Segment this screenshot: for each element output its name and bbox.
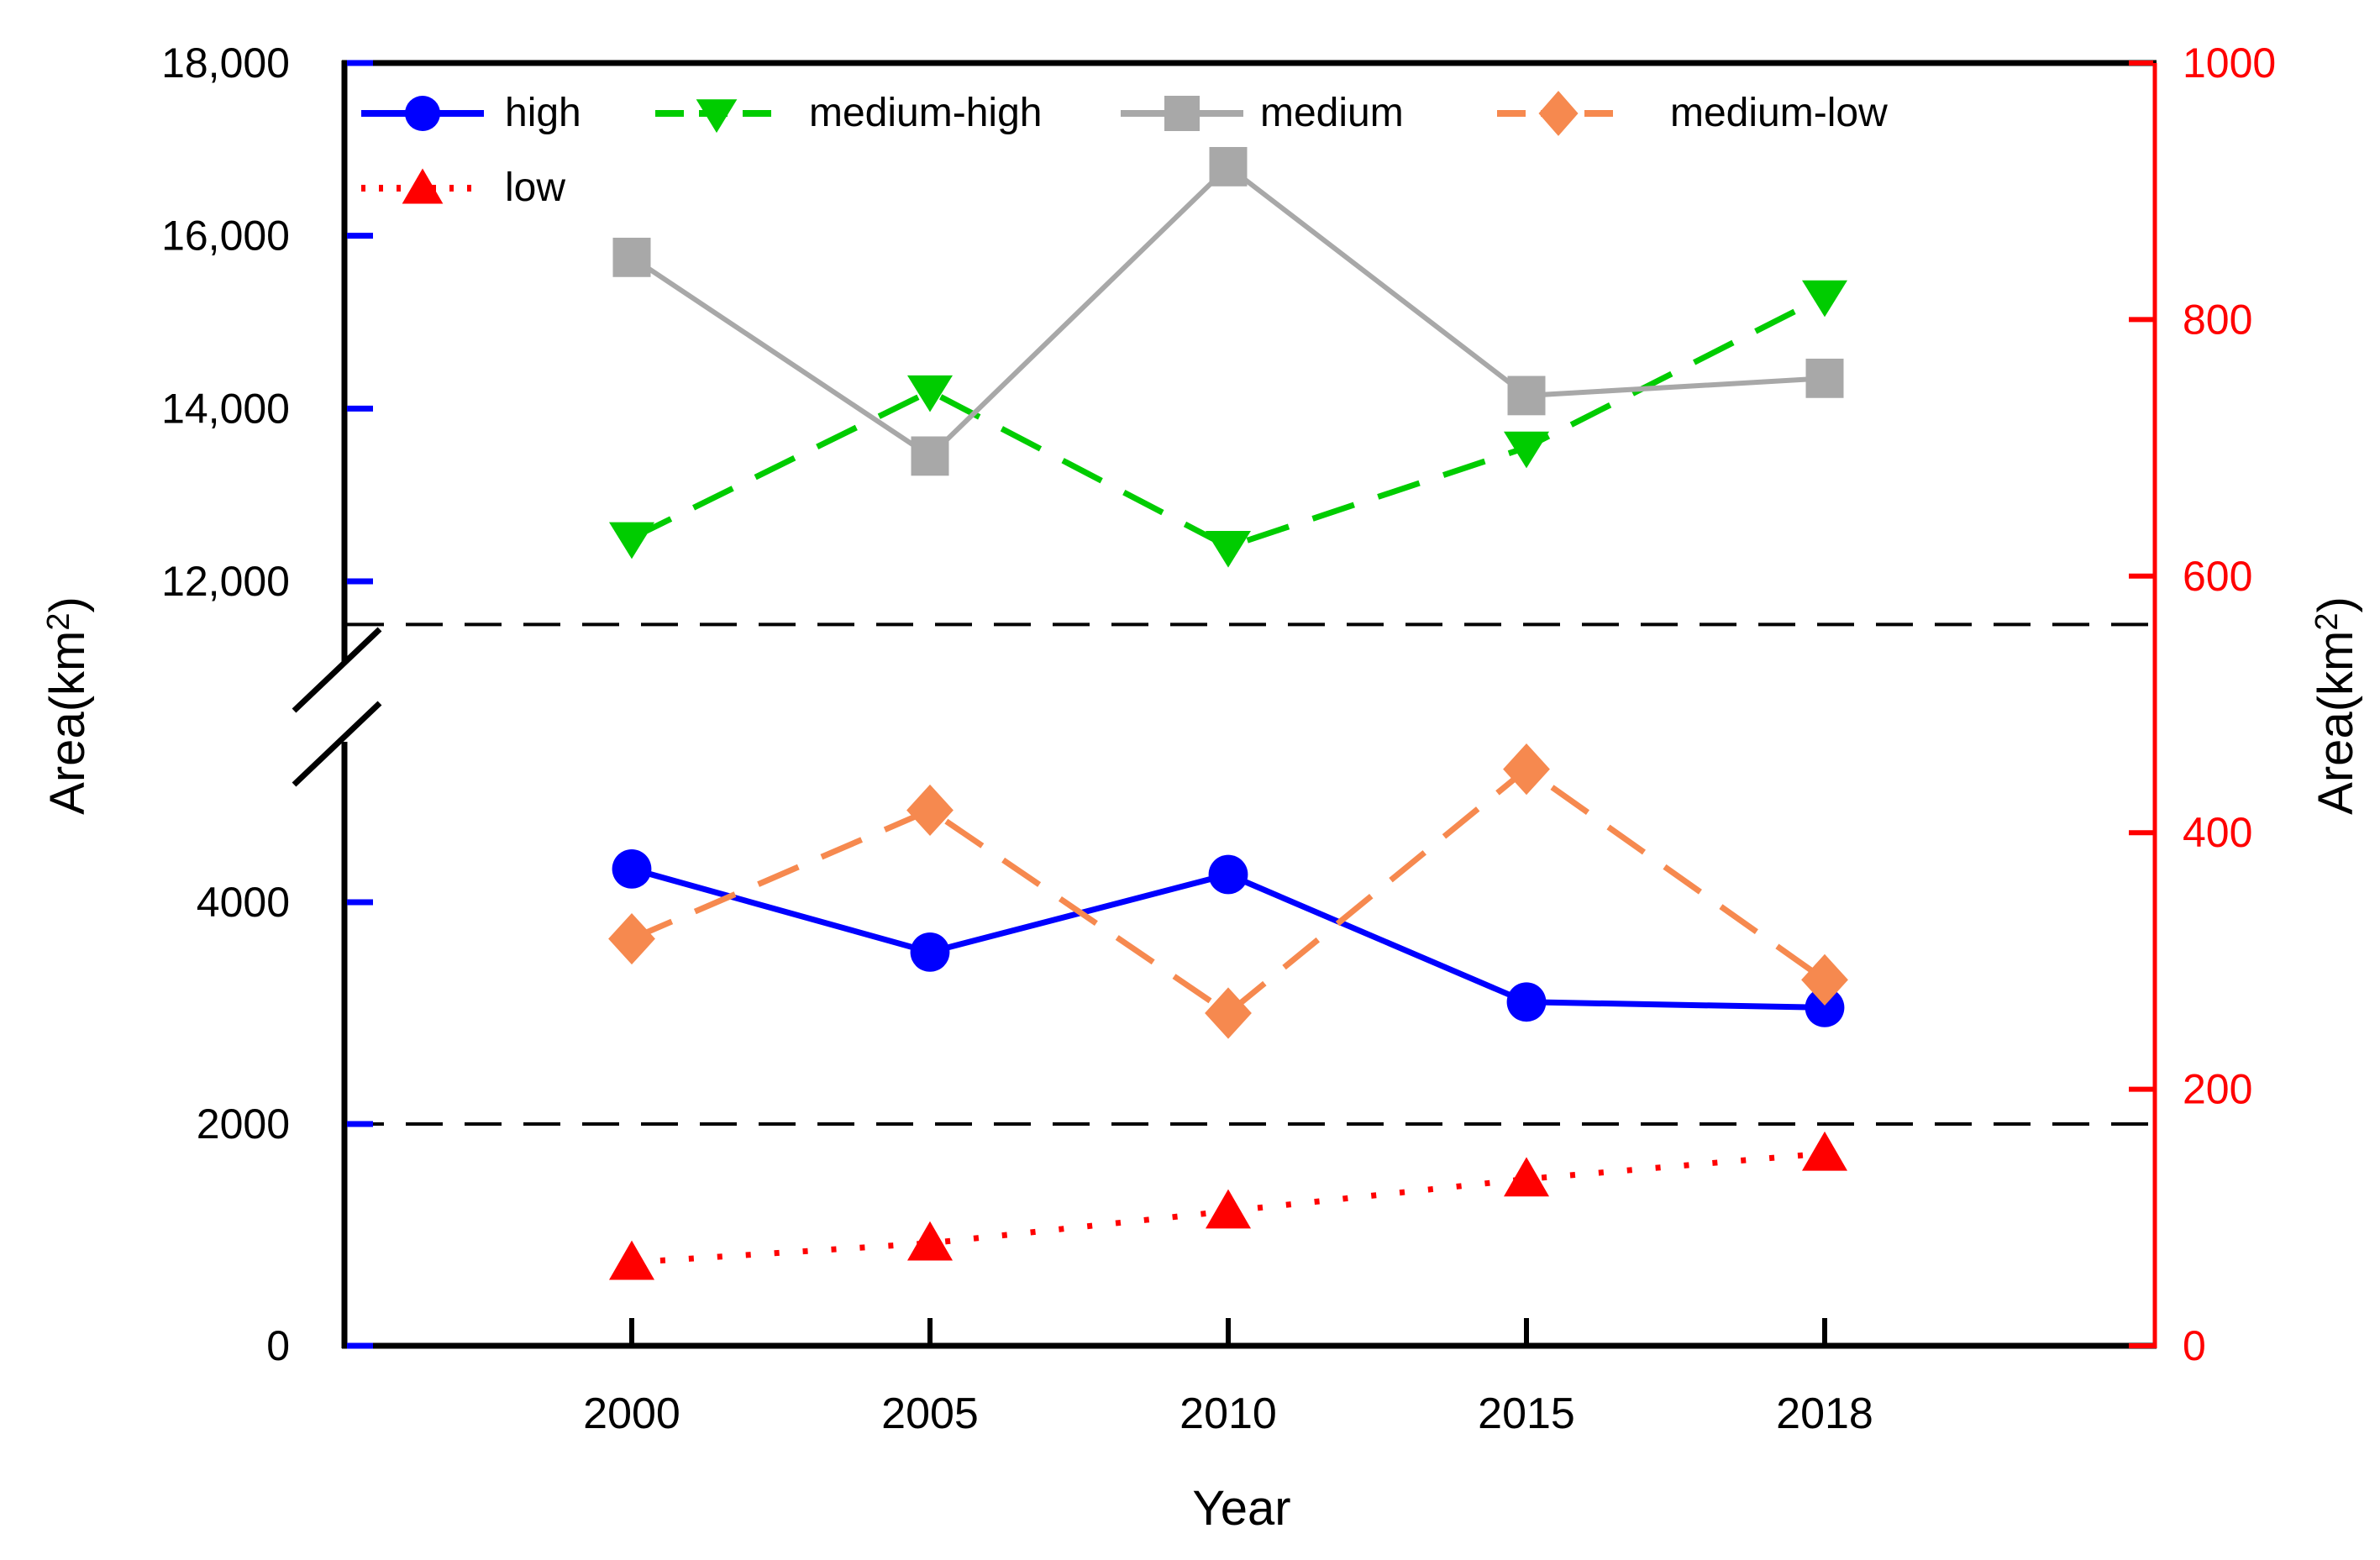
marker-diamond-icon [1205,987,1252,1039]
legend-marker-circle-icon [405,96,440,131]
marker-circle-icon [1805,988,1845,1027]
marker-triangle-down-icon [907,375,953,412]
right-axis-tick-label: 600 [2183,553,2252,600]
legend-sample-svg [361,96,484,131]
series-medium-high [609,280,1847,568]
left-axis-tick-label: 16,000 [161,213,290,260]
marker-circle-icon [910,932,950,972]
series-medium-low [608,743,1848,1039]
x-axis-title: Year [1192,1481,1290,1536]
x-axis-tick-label: 2010 [1179,1389,1277,1438]
right-axis-tick-label: 0 [2183,1322,2206,1369]
marker-triangle-down-icon [1206,530,1251,568]
marker-triangle-up-icon [1206,1189,1251,1229]
left-axis-tick-label: 14,000 [161,385,290,432]
marker-triangle-down-icon [609,522,654,559]
marker-square-icon [1209,147,1248,186]
legend-sample-medium-high [654,91,780,136]
marker-diamond-icon [1801,953,1848,1006]
marker-square-icon [911,436,949,476]
marker-diamond-icon [1503,743,1550,796]
marker-triangle-up-icon [1802,1131,1847,1171]
series-medium-low-line [630,765,1827,1017]
axis-break-slash-icon [292,701,382,787]
x-axis-tick-label: 2000 [583,1389,680,1438]
legend-label-medium: medium [1260,91,1404,135]
right-axis-tick-label: 1000 [2183,39,2276,87]
legend-marker-diamond-icon [1538,91,1579,136]
marker-triangle-down-icon [1504,431,1549,469]
left-axis-tick-label: 4000 [197,879,290,926]
legend-label-medium-low: medium-low [1670,91,1888,135]
legend-sample-low [360,165,486,211]
left-axis-tick-label: 2000 [197,1100,290,1148]
axis-break-slash-icon [292,627,382,713]
legend-sample-medium [1119,91,1245,136]
right-axis-tick-label: 200 [2183,1066,2252,1113]
marker-triangle-up-icon [609,1240,654,1280]
marker-circle-icon [1506,982,1547,1022]
legend-sample-svg [655,99,778,134]
marker-circle-icon [1208,854,1248,895]
legend-label-medium-high: medium-high [809,91,1043,135]
marker-triangle-up-icon [1504,1157,1549,1197]
legend-marker-square-icon [1164,96,1200,131]
legend-sample-svg [1497,91,1620,136]
legend-label-low: low [505,165,566,210]
left-axis-tick-label: 0 [266,1322,290,1369]
legend-sample-medium-low [1495,91,1621,136]
x-axis-tick-label: 2018 [1776,1389,1873,1438]
marker-square-icon [1507,376,1546,416]
marker-triangle-down-icon [1802,280,1847,318]
right-axis-tick-label: 400 [2183,809,2252,856]
series-medium-high-line [630,293,1826,550]
series-medium-line [630,163,1826,460]
series-low [609,1131,1847,1280]
legend-marker-triangle-down-icon [696,99,738,134]
left-axis-title: Area(km2) [40,596,95,815]
marker-square-icon [1805,358,1844,398]
left-axis-tick-label: 18,000 [161,39,290,87]
left-axis-tick-label: 12,000 [161,558,290,605]
marker-circle-icon [612,849,652,889]
legend-sample-high [360,91,486,136]
series-high [612,849,1845,1027]
marker-triangle-up-icon [907,1221,953,1261]
legend-sample-svg [1121,96,1243,131]
marker-square-icon [612,237,651,277]
legend-marker-triangle-up-icon [402,168,444,204]
x-axis-tick-label: 2005 [881,1389,979,1438]
marker-diamond-icon [608,912,655,965]
right-axis-tick-label: 800 [2183,296,2252,343]
legend-sample-svg [361,168,484,204]
marker-diamond-icon [906,784,954,837]
series-medium [612,147,1844,476]
legend-label-high: high [505,91,581,135]
x-axis-tick-label: 2015 [1478,1389,1575,1438]
right-axis-title: Area(km2) [2309,596,2363,815]
